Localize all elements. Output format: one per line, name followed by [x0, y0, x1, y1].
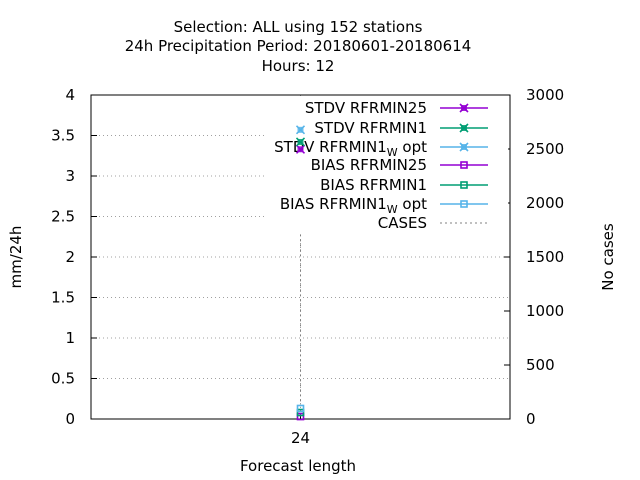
title-line: Selection: ALL using 152 stations	[174, 18, 423, 36]
y-tick-label: 1	[65, 329, 75, 347]
legend-entry: CASES	[378, 214, 488, 232]
x-tick-label: 24	[291, 429, 310, 447]
y-axis-label: mm/24h	[7, 226, 25, 289]
legend-label: CASES	[378, 214, 427, 232]
title-line: Hours: 12	[262, 57, 335, 75]
data-point	[295, 125, 306, 135]
y-axis: 0 0.5 1 1.5 2 2.5 3 3.5 4	[51, 86, 97, 428]
y-tick-label: 2.5	[51, 208, 75, 226]
legend-entry: BIAS RFRMIN1W opt	[280, 195, 488, 216]
legend-entry: BIAS RFRMIN1	[320, 176, 488, 194]
legend-marker	[460, 200, 468, 208]
data-marks	[295, 125, 306, 421]
legend-marker	[459, 142, 469, 152]
y2-tick-label: 1000	[526, 302, 564, 320]
y2-tick-label: 1500	[526, 248, 564, 266]
legend-label: BIAS RFRMIN25	[311, 156, 427, 174]
title-line: 24h Precipitation Period: 20180601-20180…	[125, 37, 472, 55]
data-point	[296, 404, 305, 413]
y-tick-label: 4	[65, 86, 75, 104]
data-point	[296, 408, 305, 417]
legend-entry: BIAS RFRMIN25	[311, 156, 488, 174]
legend-marker	[460, 181, 468, 189]
legend-label: STDV RFRMIN25	[305, 99, 427, 117]
y-tick-label: 3	[65, 167, 75, 185]
legend-marker	[460, 161, 468, 169]
data-point	[296, 412, 305, 421]
y-tick-label: 0.5	[51, 370, 75, 388]
y2-axis-label: No cases	[599, 223, 617, 291]
y2-tick-label: 2000	[526, 194, 564, 212]
y-tick-label: 1.5	[51, 289, 75, 307]
legend-entry: STDV RFRMIN1	[314, 119, 488, 137]
y-tick-label: 0	[65, 410, 75, 428]
data-point	[295, 137, 306, 147]
legend-entry: STDV RFRMIN25	[305, 99, 488, 117]
y2-tick-label: 2500	[526, 140, 564, 158]
y-tick-label: 3.5	[51, 127, 75, 145]
legend-marker	[459, 123, 469, 133]
y2-tick-label: 500	[526, 356, 555, 374]
legend-label: BIAS RFRMIN1	[320, 176, 427, 194]
y2-axis: 0 500 1000 1500 2000 2500 3000	[504, 86, 564, 428]
x-axis-label: Forecast length	[240, 457, 356, 475]
x-axis: 24	[291, 413, 310, 447]
legend-marker	[459, 103, 469, 113]
y2-tick-label: 3000	[526, 86, 564, 104]
y2-tick-label: 0	[526, 410, 536, 428]
y-tick-label: 2	[65, 248, 75, 266]
legend-label: STDV RFRMIN1	[314, 119, 427, 137]
data-point	[295, 144, 306, 154]
legend-label: BIAS RFRMIN1W opt	[280, 195, 427, 216]
